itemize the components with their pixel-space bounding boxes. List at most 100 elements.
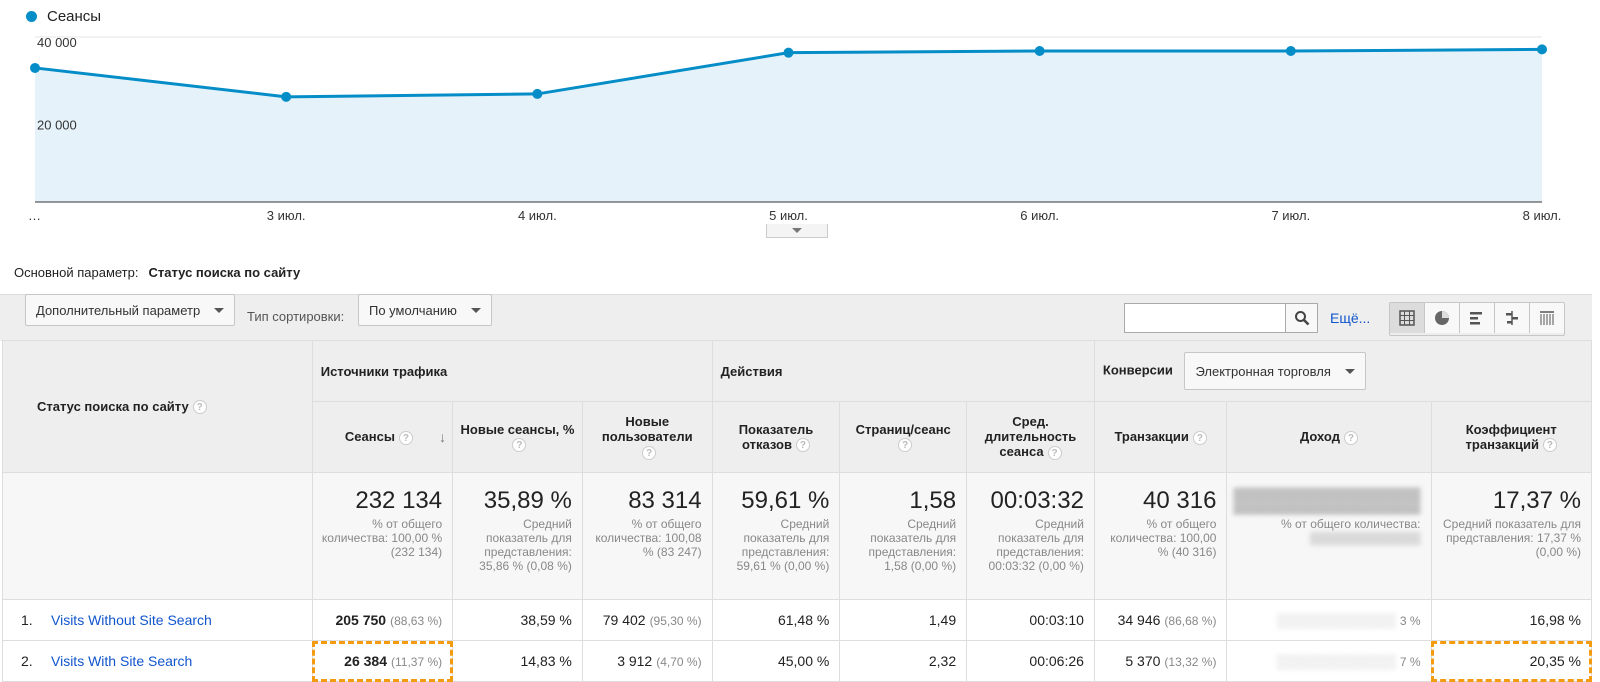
chart-canvas: 40 000 20 000 … 3 июл. 4 июл. 5 июл. 6 июл. 7 и… — [28, 35, 1561, 223]
chevron-down-icon — [1344, 368, 1355, 374]
total-transactions-sub: % от общего количества: 100,00 % (40 316… — [1110, 517, 1217, 559]
total-duration: 00:03:32 Средний показатель для представл… — [966, 472, 1095, 600]
row-bounce: 45,00 % — [711, 640, 841, 682]
help-icon[interactable]: ? — [642, 445, 657, 460]
help-icon[interactable]: ? — [898, 438, 913, 453]
row-index: 1. — [21, 612, 33, 628]
row-link[interactable]: Visits With Site Search — [51, 653, 193, 669]
row-pages: 1,49 — [839, 599, 968, 641]
row-conv-rate: 16,98 % — [1430, 599, 1592, 641]
total-new-users: 83 314 % от общего количества: 100,08 % (… — [581, 472, 713, 600]
row-conv-rate-highlighted: 20,35 % — [1430, 640, 1592, 682]
total-new-users-sub: % от общего количества: 100,08 % (83 247… — [595, 517, 702, 559]
table-search-input[interactable] — [1124, 303, 1286, 333]
help-icon[interactable]: ? — [398, 430, 413, 445]
chevron-down-icon — [214, 307, 225, 313]
sort-type-label: Тип сортировки: — [247, 309, 345, 324]
total-revenue-sub-redacted: ▒▒▒▒▒▒▒▒▒▒▒▒▒ — [1309, 531, 1421, 545]
column-header-conversion-rate[interactable]: Коэффициент транзакций? — [1430, 401, 1592, 473]
sort-down-arrow-icon: ↓ — [439, 429, 447, 445]
column-header-new-sessions[interactable]: Новые сеансы, %? — [452, 401, 583, 473]
column-header-avg-duration[interactable]: Сред. длительность сеанса? — [966, 401, 1095, 473]
row-sessions-pct: (88,63 %) — [390, 614, 443, 628]
performance-view-button[interactable] — [1460, 303, 1495, 333]
group-traffic-sources: Источники трафика — [311, 340, 713, 402]
more-link[interactable]: Ещё... — [1330, 310, 1371, 326]
column-header-pages-per-session[interactable]: Страниц/сеанс? — [839, 401, 968, 473]
data-point — [1537, 44, 1547, 55]
help-icon[interactable]: ? — [512, 438, 527, 453]
row-link[interactable]: Visits Without Site Search — [51, 612, 212, 628]
help-icon[interactable]: ? — [1192, 430, 1207, 445]
group-actions: Действия — [711, 340, 1095, 402]
conversions-select-value: Электронная торговля — [1195, 363, 1331, 379]
row-revenue-pct: 7 % — [1399, 655, 1421, 669]
report-table: Статус поиска по сайту? Источники трафик… — [2, 340, 1593, 682]
row-transactions-value: 5 370 — [1125, 653, 1161, 669]
total-bounce: 59,61 % Средний показатель для представле… — [711, 472, 841, 600]
total-new-users-value: 83 314 — [628, 487, 702, 514]
new-sessions-header-label: Новые сеансы, % — [460, 421, 575, 437]
chevron-down-icon — [792, 228, 802, 233]
row-transactions-pct: (86,68 %) — [1164, 614, 1217, 628]
row-transactions-value: 34 946 — [1117, 612, 1161, 628]
x-tick-label: 7 июл. — [1271, 208, 1310, 223]
bar-list-icon — [1470, 312, 1482, 325]
chart-legend[interactable]: Сеансы — [26, 8, 101, 25]
row-new-users-pct: (4,70 %) — [656, 655, 702, 669]
search-button[interactable] — [1286, 303, 1318, 333]
row-new-users-value: 79 402 — [602, 612, 646, 628]
row-new-users: 3 912 (4,70 %) — [581, 640, 713, 682]
total-conv-rate: 17,37 % Средний показатель для представле… — [1430, 472, 1592, 600]
help-icon[interactable]: ? — [1542, 438, 1557, 453]
pie-view-button[interactable] — [1425, 303, 1460, 333]
group-conversions: Конверсии Электронная торговля — [1093, 340, 1593, 402]
comparison-view-button[interactable] — [1495, 303, 1530, 333]
row-transactions: 34 946 (86,68 %) — [1093, 599, 1228, 641]
pivot-icon — [1540, 311, 1554, 325]
row-revenue-redacted: ▒▒▒▒▒▒▒▒▒▒▒▒ — [1276, 653, 1396, 669]
primary-dimension-value[interactable]: Статус поиска по сайту — [148, 265, 301, 280]
comparison-icon — [1506, 311, 1518, 325]
help-icon[interactable]: ? — [192, 400, 207, 415]
row-bounce: 61,48 % — [711, 599, 841, 641]
help-icon[interactable]: ? — [1343, 430, 1358, 445]
total-new-sessions: 35,89 % Средний показатель для представле… — [452, 472, 583, 600]
column-header-sessions[interactable]: Сеансы? ↓ — [311, 401, 454, 473]
help-icon[interactable]: ? — [1047, 445, 1062, 460]
secondary-dimension-button[interactable]: Дополнительный параметр — [25, 294, 236, 326]
total-revenue: ▒▒▒▒▒▒▒▒▒▒▒ % от общего количества: ▒▒▒▒▒▒… — [1226, 472, 1432, 600]
column-header-new-users[interactable]: Новые пользователи? — [581, 401, 713, 473]
table-row: 2. Visits With Site Search 26 384 (11,37 %… — [2, 640, 1592, 682]
pivot-view-button[interactable] — [1530, 303, 1564, 333]
total-conv-rate-value: 17,37 % — [1492, 487, 1581, 514]
column-header-revenue[interactable]: Доход? — [1226, 401, 1432, 473]
column-header-transactions[interactable]: Транзакции? — [1093, 401, 1228, 473]
total-new-sessions-value: 35,89 % — [483, 487, 572, 514]
new-users-header-label: Новые пользователи — [601, 414, 693, 445]
data-point — [1034, 46, 1045, 57]
row-new-sessions: 14,83 % — [452, 640, 583, 682]
row-pages: 2,32 — [839, 640, 968, 682]
total-conv-rate-sub: Средний показатель для представления: 17… — [1443, 517, 1581, 559]
primary-dimension: Основной параметр: Статус поиска по сайту — [14, 265, 300, 280]
row-sessions-value: 205 750 — [335, 612, 387, 628]
data-point — [1285, 46, 1296, 57]
conversions-label: Конверсии — [1102, 362, 1173, 378]
row-new-users-pct: (95,30 %) — [649, 614, 702, 628]
data-point — [783, 47, 794, 58]
row-new-users: 79 402 (95,30 %) — [581, 599, 713, 641]
total-pages-sub: Средний показатель для представления: 1,… — [868, 517, 957, 573]
help-icon[interactable]: ? — [795, 438, 810, 453]
total-pages-value: 1,58 — [909, 487, 957, 514]
conversions-select[interactable]: Электронная торговля — [1184, 352, 1366, 390]
dimension-column-header[interactable]: Статус поиска по сайту? — [2, 340, 313, 473]
chart-collapse-handle[interactable] — [766, 224, 828, 238]
chart-area-fill — [35, 49, 1542, 202]
row-sessions-value: 26 384 — [344, 653, 387, 669]
y-tick-label: 20 000 — [37, 118, 77, 133]
table-row: 1. Visits Without Site Search 205 750 (88,… — [2, 599, 1592, 641]
column-header-bounce-rate[interactable]: Показатель отказов? — [711, 401, 841, 473]
sort-type-select[interactable]: По умолчанию — [358, 294, 492, 326]
table-view-button[interactable] — [1390, 303, 1425, 333]
